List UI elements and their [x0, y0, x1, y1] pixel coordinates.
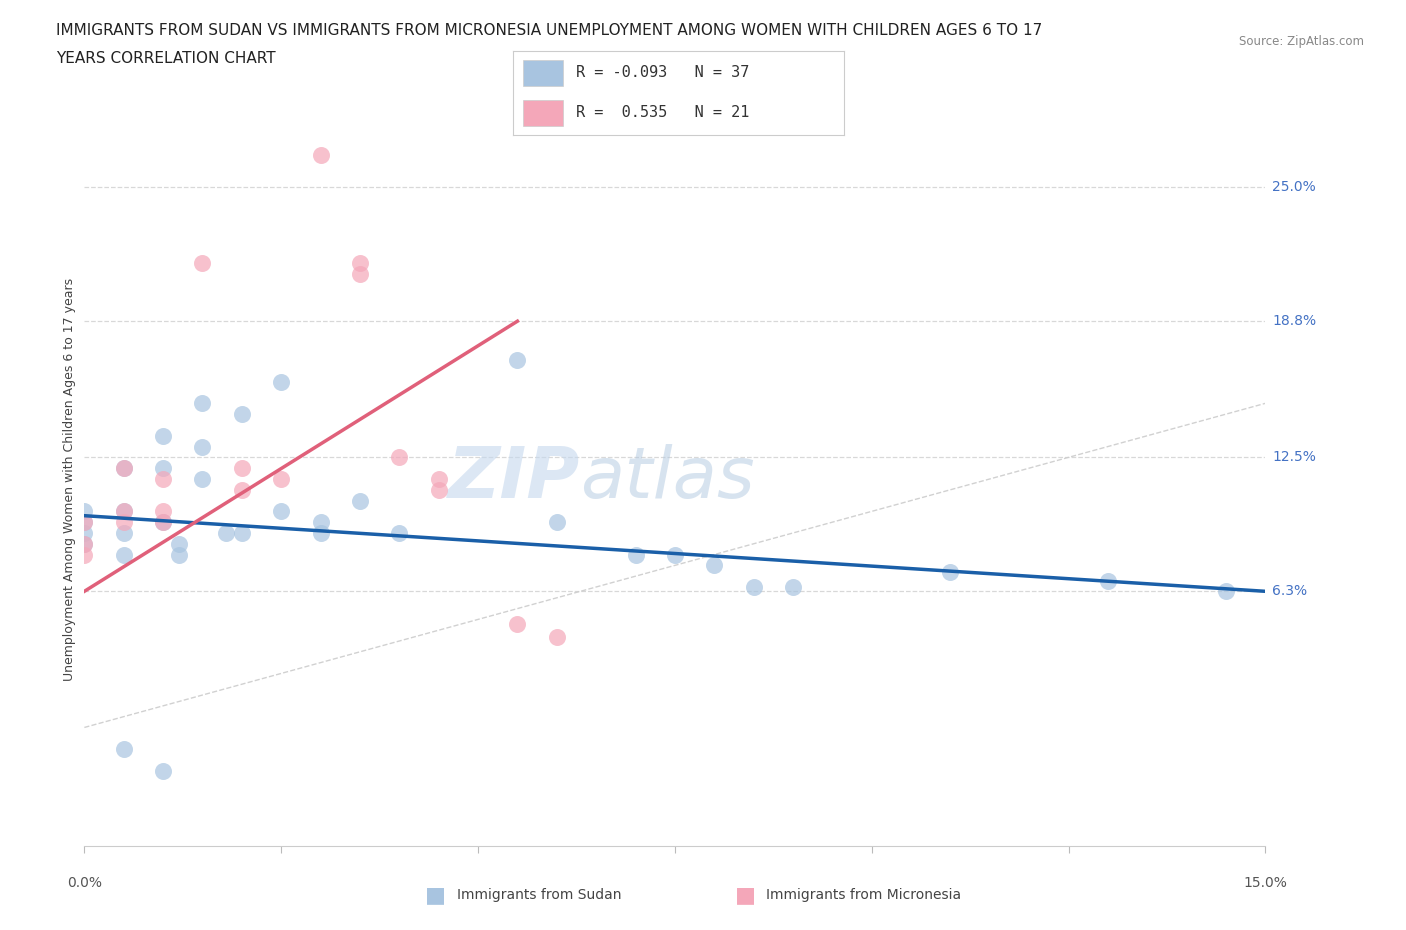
Point — [152, 504, 174, 519]
Point — [349, 493, 371, 508]
Text: atlas: atlas — [581, 445, 755, 513]
Point — [1097, 573, 1119, 588]
Point — [73, 537, 96, 551]
Text: Immigrants from Micronesia: Immigrants from Micronesia — [766, 887, 962, 902]
Point — [231, 406, 253, 421]
Point — [73, 514, 96, 529]
Point — [939, 565, 962, 579]
Point — [427, 472, 450, 486]
Point — [546, 514, 568, 529]
Point — [349, 266, 371, 281]
Point — [742, 579, 765, 594]
Point — [309, 514, 332, 529]
Point — [112, 514, 135, 529]
Bar — [523, 100, 562, 126]
Point — [506, 352, 529, 367]
Point — [270, 374, 292, 389]
Text: 6.3%: 6.3% — [1272, 584, 1308, 598]
Y-axis label: Unemployment Among Women with Children Ages 6 to 17 years: Unemployment Among Women with Children A… — [63, 277, 76, 681]
Point — [546, 630, 568, 644]
Point — [112, 460, 135, 475]
Point — [191, 396, 214, 411]
Point — [215, 525, 238, 540]
Text: Immigrants from Sudan: Immigrants from Sudan — [457, 887, 621, 902]
Point — [73, 525, 96, 540]
Point — [703, 558, 725, 573]
Text: 0.0%: 0.0% — [67, 876, 101, 890]
Point — [782, 579, 804, 594]
Point — [152, 429, 174, 444]
Point — [309, 147, 332, 162]
Text: R = -0.093   N = 37: R = -0.093 N = 37 — [576, 64, 749, 80]
Point — [506, 617, 529, 631]
Point — [112, 504, 135, 519]
Point — [624, 547, 647, 562]
Text: R =  0.535   N = 21: R = 0.535 N = 21 — [576, 105, 749, 120]
Point — [231, 483, 253, 498]
Point — [112, 504, 135, 519]
Point — [112, 460, 135, 475]
Text: YEARS CORRELATION CHART: YEARS CORRELATION CHART — [56, 51, 276, 66]
Point — [152, 764, 174, 778]
Point — [270, 504, 292, 519]
Text: IMMIGRANTS FROM SUDAN VS IMMIGRANTS FROM MICRONESIA UNEMPLOYMENT AMONG WOMEN WIT: IMMIGRANTS FROM SUDAN VS IMMIGRANTS FROM… — [56, 23, 1042, 38]
Text: 12.5%: 12.5% — [1272, 450, 1316, 464]
Text: 18.8%: 18.8% — [1272, 314, 1316, 328]
Point — [112, 741, 135, 756]
Point — [152, 514, 174, 529]
Point — [231, 460, 253, 475]
Point — [309, 525, 332, 540]
Point — [112, 525, 135, 540]
Point — [664, 547, 686, 562]
Text: ■: ■ — [735, 884, 755, 905]
Point — [73, 547, 96, 562]
Point — [73, 514, 96, 529]
Text: ZIP: ZIP — [449, 445, 581, 513]
Point — [152, 514, 174, 529]
Bar — [523, 60, 562, 86]
Point — [427, 483, 450, 498]
Point — [231, 525, 253, 540]
Point — [191, 256, 214, 271]
Point — [191, 472, 214, 486]
Point — [191, 439, 214, 454]
Point — [73, 537, 96, 551]
Text: 15.0%: 15.0% — [1243, 876, 1288, 890]
Point — [167, 537, 190, 551]
Point — [152, 472, 174, 486]
Point — [167, 547, 190, 562]
Point — [270, 472, 292, 486]
Point — [152, 460, 174, 475]
Point — [388, 525, 411, 540]
Point — [349, 256, 371, 271]
Point — [388, 450, 411, 465]
Text: Source: ZipAtlas.com: Source: ZipAtlas.com — [1239, 35, 1364, 48]
Point — [73, 504, 96, 519]
Text: ■: ■ — [426, 884, 446, 905]
Point — [112, 547, 135, 562]
Point — [1215, 584, 1237, 599]
Text: 25.0%: 25.0% — [1272, 180, 1316, 194]
